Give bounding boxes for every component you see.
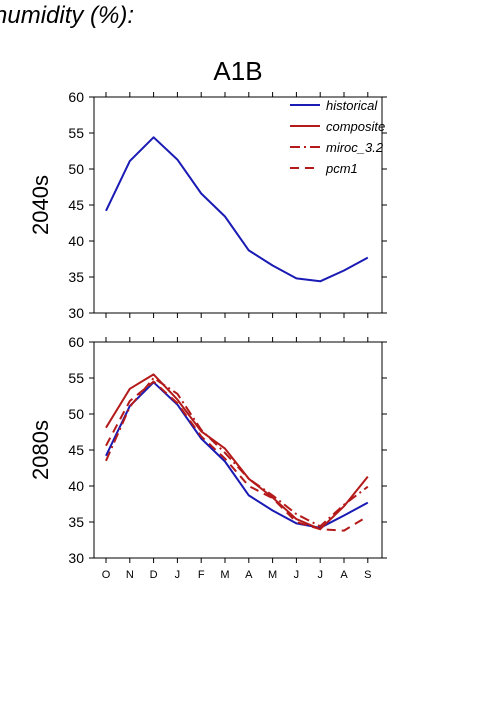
y-tick-label: 45 <box>68 197 84 213</box>
x-tick-label: D <box>150 569 158 581</box>
x-tick-label: M <box>220 569 229 581</box>
y-tick-label: 60 <box>68 334 84 350</box>
legend-label: composite <box>326 119 385 134</box>
legend-label: pcm1 <box>325 161 358 176</box>
legend-label: miroc_3.2 <box>326 140 384 155</box>
panel-2040s: 30 35 40 45 50 55 60 2040s <box>28 89 387 321</box>
y-tick-label: 55 <box>68 125 84 141</box>
plot-frame <box>93 341 383 559</box>
x-tick-label: S <box>364 569 371 581</box>
legend-entry: historical <box>290 98 378 113</box>
scenario-title: A1B <box>213 56 263 86</box>
series-line-composite <box>105 373 369 531</box>
series-line-pcm1 <box>105 380 369 532</box>
x-tick-label: O <box>102 569 111 581</box>
y-tick-label: 55 <box>68 370 84 386</box>
legend-entry: composite <box>290 119 385 134</box>
x-tick-label: A <box>340 569 348 581</box>
y-tick-label: 30 <box>68 550 84 566</box>
legend-label: historical <box>326 98 378 113</box>
y-tick-label: 35 <box>68 514 84 530</box>
panel-label: 2080s <box>28 420 53 480</box>
x-tick-label: A <box>245 569 253 581</box>
y-tick-label: 30 <box>68 305 84 321</box>
y-tick-label: 60 <box>68 89 84 105</box>
y-tick-label: 50 <box>68 406 84 422</box>
legend-entry: miroc_3.2 <box>290 140 384 155</box>
series-line-historical <box>105 136 369 283</box>
x-tick-label: J <box>175 569 181 581</box>
x-tick-label: M <box>268 569 277 581</box>
x-tick-label: N <box>126 569 134 581</box>
series-line-miroc-3-2 <box>105 377 369 528</box>
x-tick-label: J <box>317 569 323 581</box>
legend-entry: pcm1 <box>290 161 358 176</box>
y-tick-label: 40 <box>68 233 84 249</box>
panel-label: 2040s <box>28 175 53 235</box>
y-tick-label: 35 <box>68 269 84 285</box>
series-line-historical <box>105 381 369 529</box>
legend: historical composite miroc_3.2 pcm1 <box>290 98 385 176</box>
x-tick-label: F <box>198 569 205 581</box>
page-title: humidity (%): <box>0 2 135 29</box>
y-tick-label: 50 <box>68 161 84 177</box>
y-tick-label: 40 <box>68 478 84 494</box>
panel-2080s: 30 35 40 45 50 55 60 O N D J F M A M J J A S 2080s <box>28 334 387 581</box>
x-tick-label: J <box>294 569 300 581</box>
y-tick-label: 45 <box>68 442 84 458</box>
